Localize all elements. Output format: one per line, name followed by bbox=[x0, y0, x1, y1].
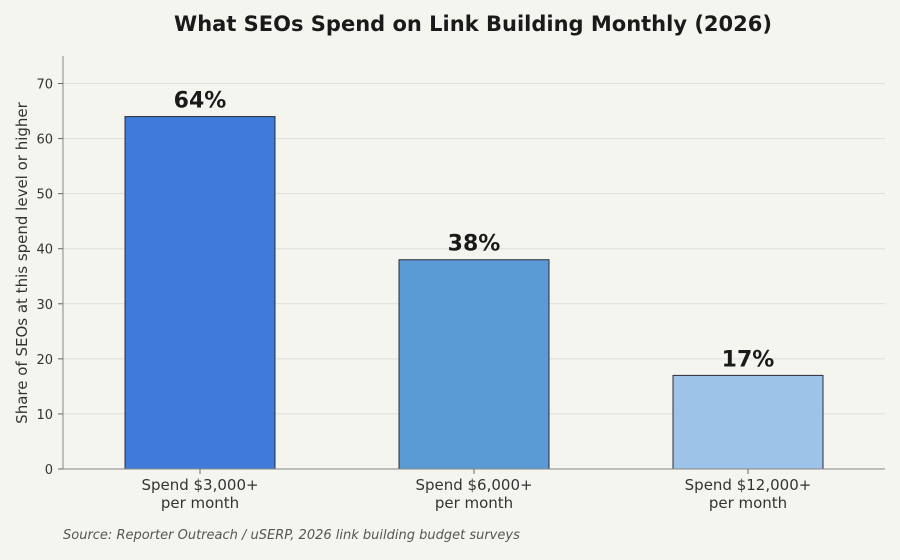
y-axis-label: Share of SEOs at this spend level or hig… bbox=[13, 101, 31, 423]
data-labels: 64% 38% 17% bbox=[174, 89, 775, 373]
y-tick-label: 40 bbox=[36, 243, 53, 258]
data-label: 38% bbox=[448, 232, 501, 257]
y-tick-label: 0 bbox=[45, 463, 53, 478]
data-label: 64% bbox=[174, 89, 227, 114]
source-note: Source: Reporter Outreach / uSERP, 2026 … bbox=[63, 528, 520, 543]
y-tick-label: 30 bbox=[36, 298, 53, 313]
bars bbox=[124, 116, 824, 470]
x-tick-label: per month bbox=[709, 494, 787, 512]
y-tick-label: 20 bbox=[36, 353, 53, 368]
y-tick-label: 60 bbox=[36, 133, 53, 148]
x-tick-label: Spend $6,000+ bbox=[415, 476, 532, 494]
y-tick-label: 50 bbox=[36, 188, 53, 203]
y-tick-label: 70 bbox=[36, 78, 53, 93]
data-label: 17% bbox=[722, 347, 775, 372]
y-ticks: 0 10 20 30 40 50 60 70 bbox=[36, 78, 63, 478]
bar bbox=[124, 116, 276, 470]
chart-title: What SEOs Spend on Link Building Monthly… bbox=[174, 12, 772, 36]
y-tick-label: 10 bbox=[36, 408, 53, 423]
bar bbox=[672, 374, 824, 470]
bar bbox=[398, 259, 550, 470]
x-tick-label: per month bbox=[435, 494, 513, 512]
x-tick-label: Spend $12,000+ bbox=[685, 476, 812, 494]
x-tick-label: Spend $3,000+ bbox=[141, 476, 258, 494]
x-tick-label: per month bbox=[161, 494, 239, 512]
